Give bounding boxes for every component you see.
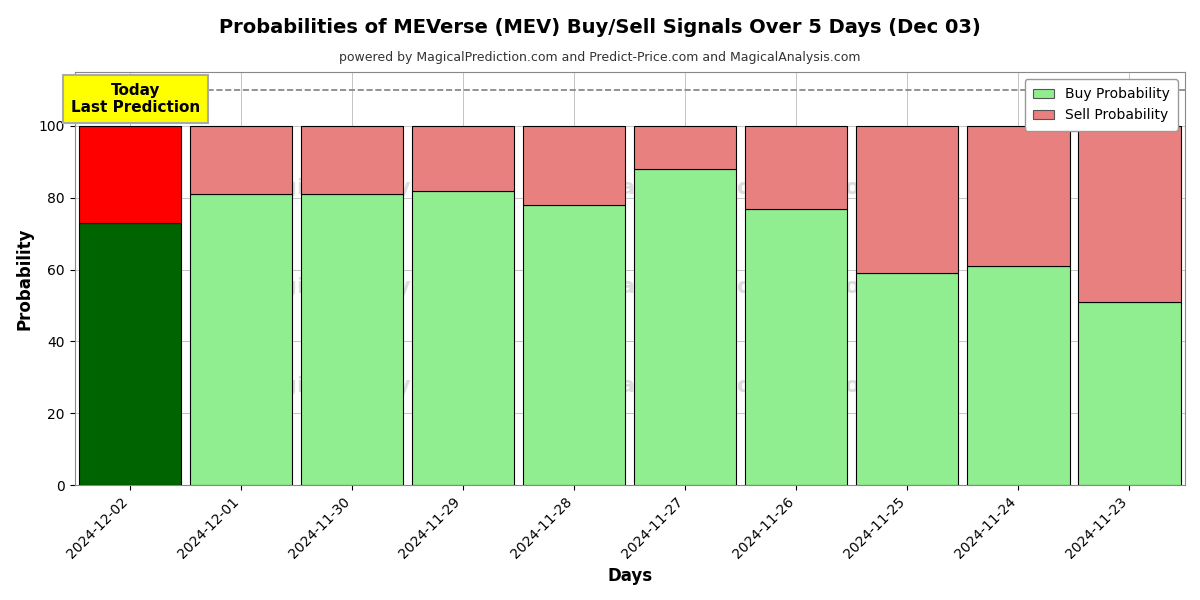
Bar xyxy=(1079,302,1181,485)
Text: MagicalPrediction.com: MagicalPrediction.com xyxy=(598,277,883,297)
Bar xyxy=(857,126,959,273)
Bar xyxy=(412,126,515,191)
Bar xyxy=(967,126,1069,266)
Bar xyxy=(523,205,625,485)
Text: MagicalAnalysis.com: MagicalAnalysis.com xyxy=(244,277,505,297)
Bar xyxy=(1079,126,1181,302)
Text: Today
Last Prediction: Today Last Prediction xyxy=(71,83,200,115)
Bar xyxy=(79,126,181,223)
Bar xyxy=(301,126,403,194)
Text: Probabilities of MEVerse (MEV) Buy/Sell Signals Over 5 Days (Dec 03): Probabilities of MEVerse (MEV) Buy/Sell … xyxy=(220,18,980,37)
X-axis label: Days: Days xyxy=(607,567,653,585)
Text: powered by MagicalPrediction.com and Predict-Price.com and MagicalAnalysis.com: powered by MagicalPrediction.com and Pre… xyxy=(340,51,860,64)
Bar xyxy=(79,223,181,485)
Text: MagicalAnalysis.com: MagicalAnalysis.com xyxy=(244,178,505,197)
Bar xyxy=(190,126,293,194)
Legend: Buy Probability, Sell Probability: Buy Probability, Sell Probability xyxy=(1025,79,1178,131)
Bar xyxy=(412,191,515,485)
Text: MagicalPrediction.com: MagicalPrediction.com xyxy=(598,178,883,197)
Bar xyxy=(301,194,403,485)
Text: MagicalAnalysis.com: MagicalAnalysis.com xyxy=(244,376,505,396)
Bar xyxy=(745,126,847,209)
Bar xyxy=(635,126,737,169)
Bar xyxy=(190,194,293,485)
Bar xyxy=(967,266,1069,485)
Bar xyxy=(523,126,625,205)
Bar xyxy=(635,169,737,485)
Bar xyxy=(857,273,959,485)
Bar xyxy=(745,209,847,485)
Y-axis label: Probability: Probability xyxy=(16,227,34,330)
Text: MagicalPrediction.com: MagicalPrediction.com xyxy=(598,376,883,396)
